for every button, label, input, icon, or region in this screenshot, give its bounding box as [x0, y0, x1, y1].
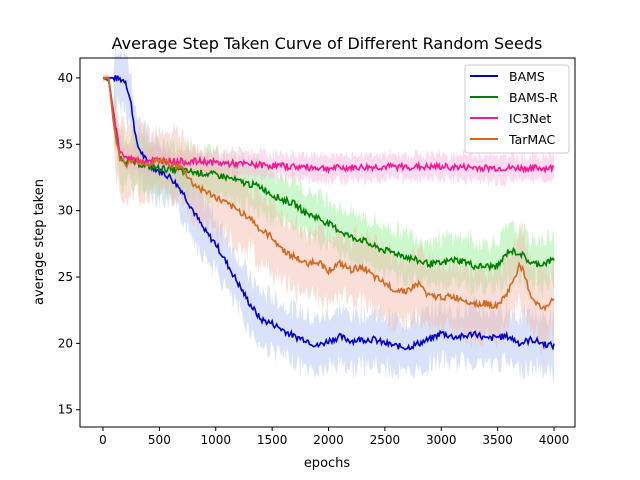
series-line-tarmac [102, 76, 555, 312]
legend-box [464, 64, 570, 154]
x-tick-label: 500 [148, 433, 171, 447]
x-tick-label: 2000 [313, 433, 344, 447]
chart-title: Average Step Taken Curve of Different Ra… [112, 34, 543, 53]
band-tarmac [103, 74, 555, 355]
plot-frame [79, 57, 576, 428]
legend-label: TarMAC [508, 132, 555, 147]
x-axis-label: epochs [304, 456, 351, 471]
x-tick-label: 1000 [200, 433, 231, 447]
series-line-bams [102, 75, 555, 351]
y-tick-label: 20 [58, 336, 73, 350]
x-tick-label: 1500 [257, 433, 288, 447]
y-tick-label: 15 [58, 403, 73, 417]
legend-label: BAMS [509, 69, 545, 84]
x-tick-label: 2500 [370, 433, 401, 447]
legend: BAMS BAMS-R IC3Net TarMAC [464, 64, 570, 154]
x-tick-label: 4000 [539, 433, 570, 447]
y-tick-label: 25 [58, 270, 73, 284]
y-tick-label: 35 [58, 137, 73, 151]
x-tick-label: 3500 [482, 433, 513, 447]
x-tick-label: 3000 [426, 433, 457, 447]
x-tick-label: 0 [99, 433, 107, 447]
legend-label: IC3Net [509, 111, 551, 126]
series-line-ic3net [102, 76, 555, 175]
legend-label: BAMS-R [509, 90, 558, 105]
band-ic3net [103, 76, 555, 188]
y-axis-label: average step taken [32, 179, 47, 305]
y-tick-label: 40 [58, 71, 73, 85]
y-tick-label: 30 [58, 204, 73, 218]
